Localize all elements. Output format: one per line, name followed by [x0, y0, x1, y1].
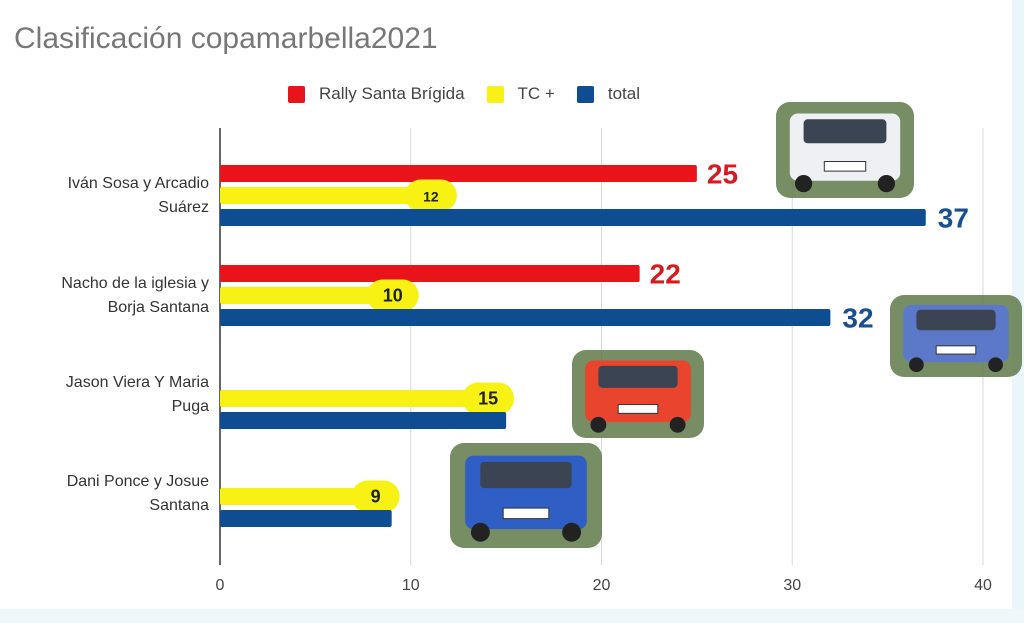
car-photo-4-wheel [562, 522, 582, 542]
car-photo-4-wheel [470, 522, 490, 542]
bar-total [220, 510, 392, 527]
car-photo-2-plate [935, 345, 977, 355]
legend-label: total [607, 84, 640, 103]
category-label: Suárez [158, 199, 209, 216]
category-label: Santana [149, 497, 209, 514]
bar-total [220, 412, 507, 429]
data-label: 22 [650, 259, 681, 290]
frame-bottom [0, 609, 1024, 623]
data-label: 25 [707, 159, 738, 190]
x-tick-label: 40 [974, 577, 992, 594]
legend-swatch-rally [288, 85, 305, 103]
data-label-bubble [404, 179, 457, 212]
x-tick-label: 30 [783, 577, 801, 594]
data-label-bubble [351, 480, 400, 513]
legend-swatch-total [576, 85, 594, 103]
bar-rally-santa-br-gida [220, 265, 640, 282]
car-photo-1-windshield [803, 119, 887, 144]
x-tick-label: 20 [593, 577, 611, 594]
legend-label: TC + [517, 84, 555, 103]
bar-total [220, 309, 831, 326]
data-label: 10 [383, 286, 403, 306]
data-label: 9 [371, 487, 381, 507]
category-label: Iván Sosa y Arcadio [68, 175, 210, 192]
car-photo-3-plate [617, 404, 659, 414]
category-label: Dani Ponce y Josue [67, 473, 209, 490]
data-label-bubble [462, 382, 515, 415]
bar-tc- [220, 390, 507, 407]
legend-item-tc: TC + [486, 84, 555, 104]
category-label: Nacho de la iglesia y [61, 275, 209, 292]
chart-title: Clasificación copamarbella2021 [14, 22, 438, 55]
car-photo-1-wheel [794, 174, 813, 193]
car-photo-1-plate [823, 161, 867, 172]
category-label: Borja Santana [108, 299, 210, 316]
car-photo-2-wheel [909, 357, 924, 373]
data-label-bubble [366, 279, 419, 312]
x-tick-label: 0 [216, 577, 225, 594]
bar-tc- [220, 187, 449, 204]
legend-item-rally: Rally Santa Brígida [288, 84, 465, 104]
car-photo-2-windshield [916, 309, 996, 331]
bar-tc- [220, 287, 411, 304]
car-photo-4-windshield [480, 461, 572, 489]
x-tick-label: 10 [402, 577, 420, 594]
car-photo-1-wheel [877, 174, 896, 193]
car-photo-3-windshield [598, 365, 678, 388]
category-label: Puga [172, 398, 209, 415]
bar-rally-santa-br-gida [220, 165, 697, 182]
data-label: 15 [478, 389, 498, 409]
category-label: Jason Viera Y Maria [66, 374, 209, 391]
legend-label: Rally Santa Brígida [319, 84, 465, 103]
data-label: 32 [842, 303, 873, 334]
car-photo-3-wheel [590, 416, 607, 433]
legend-swatch-tc [486, 85, 504, 103]
car-photo-2-wheel [988, 357, 1003, 373]
bar-total [220, 209, 926, 226]
legend-item-total: total [576, 84, 640, 104]
legend: Rally Santa Brígida TC + total [288, 84, 662, 104]
car-photo-3-wheel [669, 416, 686, 433]
data-label: 12 [423, 189, 439, 205]
bar-tc- [220, 488, 392, 505]
car-photo-4-plate [502, 507, 550, 520]
data-label: 37 [938, 203, 969, 234]
